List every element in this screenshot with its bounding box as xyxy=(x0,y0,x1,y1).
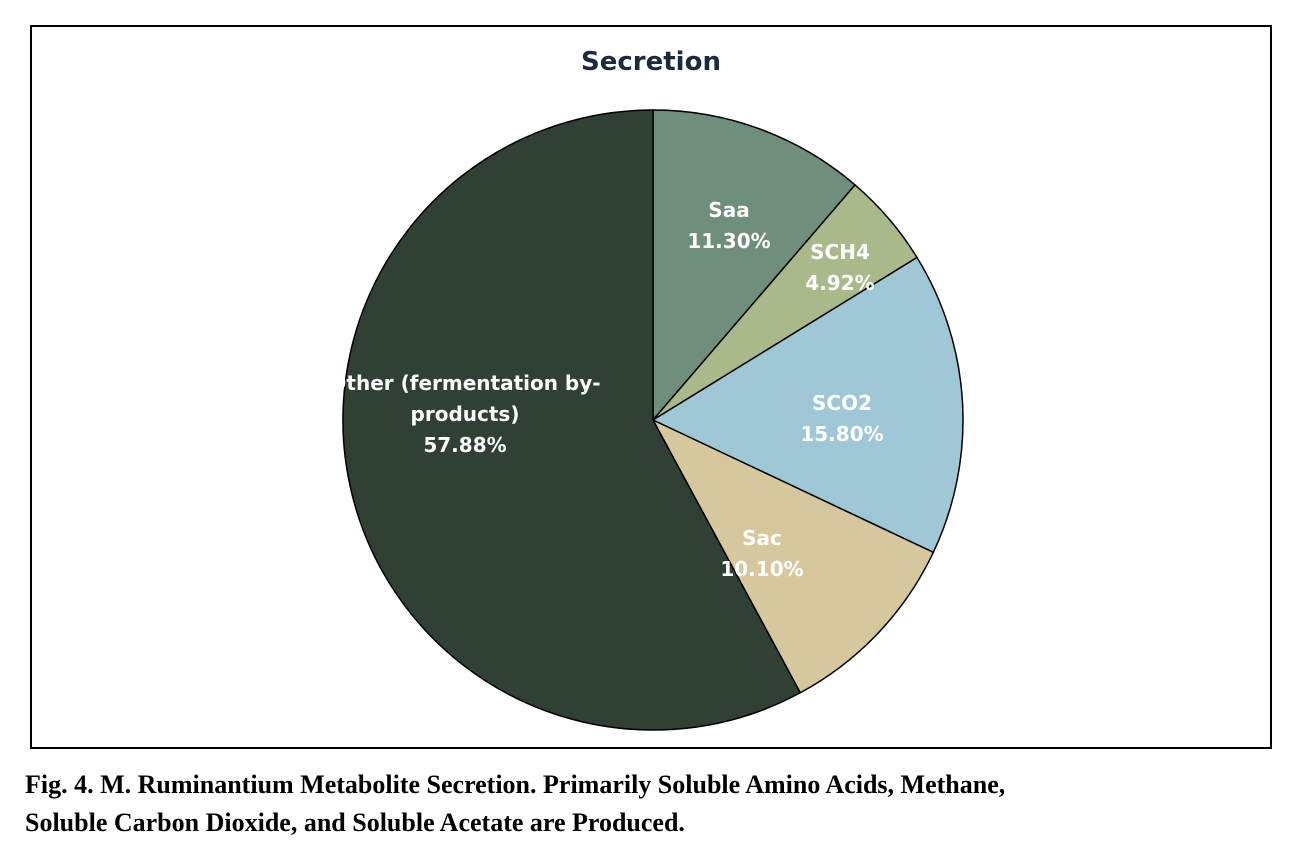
pie-slice-other-fermentation-by-products xyxy=(342,109,802,731)
slice-label-2: SCO2 15.80% xyxy=(800,391,883,446)
slice-name: SCO2 xyxy=(812,391,872,415)
chart-frame: Secretion Saa 11.30% SCH4 4.92% SCO2 15.80% Sa… xyxy=(30,25,1272,749)
chart-title: Secretion xyxy=(581,47,721,77)
slice-percent: 11.30% xyxy=(687,229,770,253)
pie-slice-sac xyxy=(651,418,935,694)
slice-percent: 15.80% xyxy=(800,422,883,446)
caption-line-1: Fig. 4. M. Ruminantium Metabolite Secret… xyxy=(25,770,1006,799)
slice-percent: 57.88% xyxy=(423,433,506,457)
figure-caption: Fig. 4. M. Ruminantium Metabolite Secret… xyxy=(25,766,1265,842)
slice-label-0: Saa 11.30% xyxy=(687,198,770,253)
slice-label-3: Sac 10.10% xyxy=(720,526,803,581)
slice-name: Saa xyxy=(708,198,749,222)
pie-slice-saa xyxy=(652,109,857,423)
slice-name: Sac xyxy=(742,526,782,550)
slice-name: Other (fermentation by- xyxy=(329,371,600,395)
slice-label-1: SCH4 4.92% xyxy=(805,240,874,295)
slice-percent: 10.10% xyxy=(720,557,803,581)
slice-percent: 4.92% xyxy=(805,271,874,295)
slice-label-4: Other (fermentation by-products) 57.88% xyxy=(329,371,600,457)
pie-slice-sco2 xyxy=(651,256,964,554)
caption-line-2: Soluble Carbon Dioxide, and Soluble Acet… xyxy=(25,808,685,837)
pie-chart: Saa 11.30% SCH4 4.92% SCO2 15.80% Sac 10.10% Oth… xyxy=(329,109,964,731)
slice-name: products) xyxy=(411,402,520,426)
slice-name: SCH4 xyxy=(810,240,870,264)
